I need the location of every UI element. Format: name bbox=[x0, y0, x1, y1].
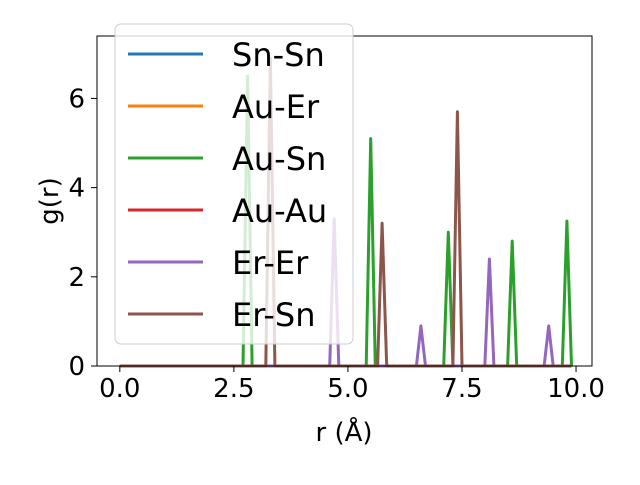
tick-layer: 0.0 2.5 5.0 7.5 10.0 0 2 4 6 bbox=[68, 84, 605, 404]
x-axis-label: r (Å) bbox=[315, 416, 372, 448]
x-tick-label: 5.0 bbox=[327, 374, 368, 404]
legend-label-au-sn: Au-Sn bbox=[232, 140, 326, 178]
y-axis-label: g(r) bbox=[35, 177, 65, 224]
y-tick-label: 0 bbox=[68, 352, 85, 382]
legend-label-er-sn: Er-Sn bbox=[232, 296, 315, 334]
legend: Sn-Sn Au-Er Au-Sn Au-Au Er-Er Er-Sn bbox=[114, 23, 354, 345]
legend-label-sn-sn: Sn-Sn bbox=[232, 36, 325, 74]
y-tick-label: 6 bbox=[68, 84, 85, 114]
legend-box bbox=[114, 23, 354, 345]
legend-label-au-au: Au-Au bbox=[232, 192, 327, 230]
x-tick-label: 2.5 bbox=[213, 374, 254, 404]
x-tick-label: 0.0 bbox=[99, 374, 140, 404]
x-tick-label: 10.0 bbox=[547, 374, 605, 404]
x-tick-label: 7.5 bbox=[441, 374, 482, 404]
y-tick-label: 2 bbox=[68, 263, 85, 293]
legend-label-er-er: Er-Er bbox=[232, 244, 309, 282]
legend-label-au-er: Au-Er bbox=[232, 88, 320, 126]
y-tick-label: 4 bbox=[68, 174, 85, 204]
